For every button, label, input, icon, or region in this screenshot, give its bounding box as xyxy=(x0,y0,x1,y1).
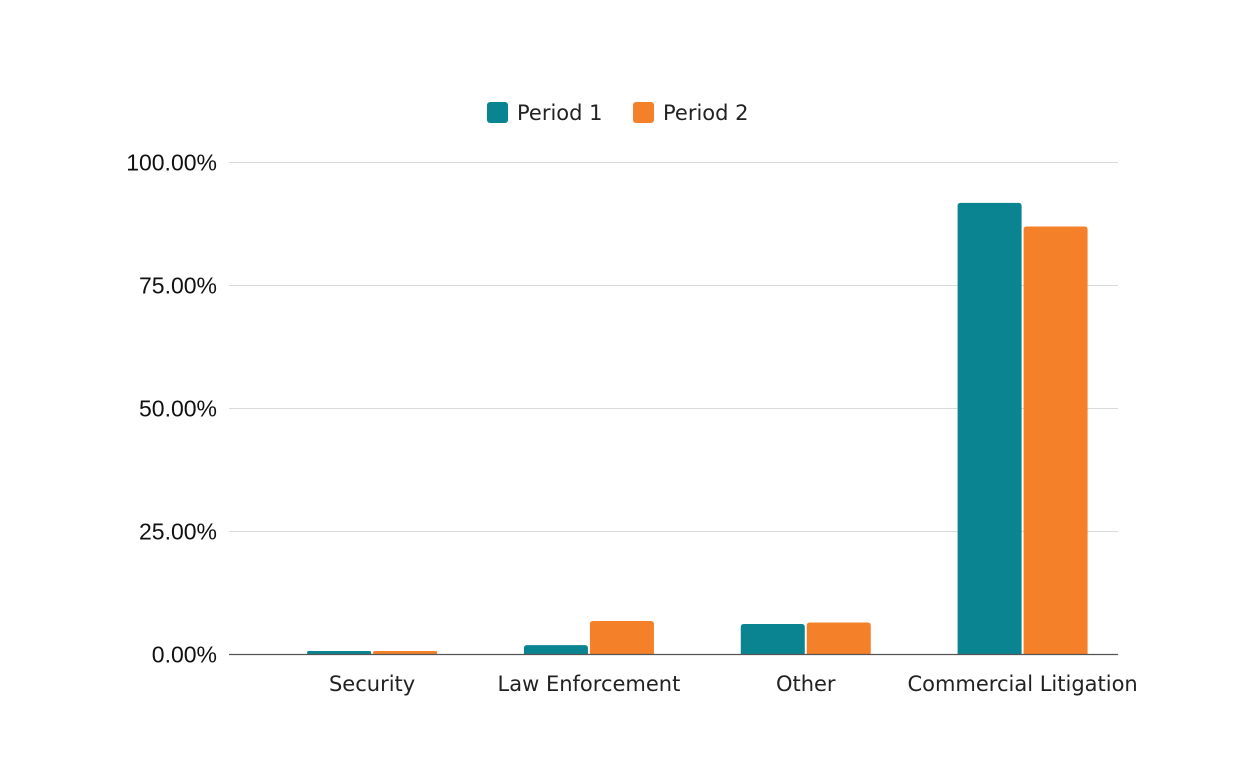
y-tick-label: 0.00% xyxy=(152,642,217,668)
y-axis-tick-labels: 0.00% 25.00% 50.00% 75.00% 100.00% xyxy=(126,150,217,668)
x-category-label: Security xyxy=(329,672,415,696)
bar-other-period-1 xyxy=(740,623,805,654)
legend-swatch-period-1 xyxy=(487,102,508,123)
y-tick-label: 75.00% xyxy=(139,273,217,299)
legend-label-period-1: Period 1 xyxy=(517,101,603,125)
x-category-label: Law Enforcement xyxy=(498,672,681,696)
legend-item-period-2: Period 2 xyxy=(633,101,749,125)
bars xyxy=(307,202,1088,654)
chart-legend: Period 1 Period 2 xyxy=(487,101,749,125)
bar-commercial-litigation-period-2 xyxy=(1023,226,1088,654)
bar-security-period-1 xyxy=(307,651,372,654)
bar-security-period-2 xyxy=(373,651,438,654)
legend-swatch-period-2 xyxy=(633,102,654,123)
bar-other-period-2 xyxy=(806,622,871,654)
x-category-label: Commercial Litigation xyxy=(907,672,1137,696)
legend-item-period-1: Period 1 xyxy=(487,101,603,125)
bar-law-enforcement-period-2 xyxy=(589,621,654,654)
y-tick-label: 100.00% xyxy=(126,150,217,176)
legend-label-period-2: Period 2 xyxy=(663,101,749,125)
bar-law-enforcement-period-1 xyxy=(523,645,588,654)
bar-commercial-litigation-period-1 xyxy=(957,202,1022,654)
x-axis-category-labels: Security Law Enforcement Other Commercial L… xyxy=(329,672,1138,696)
y-tick-label: 25.00% xyxy=(139,519,217,545)
x-category-label: Other xyxy=(776,672,836,696)
y-tick-label: 50.00% xyxy=(139,396,217,422)
